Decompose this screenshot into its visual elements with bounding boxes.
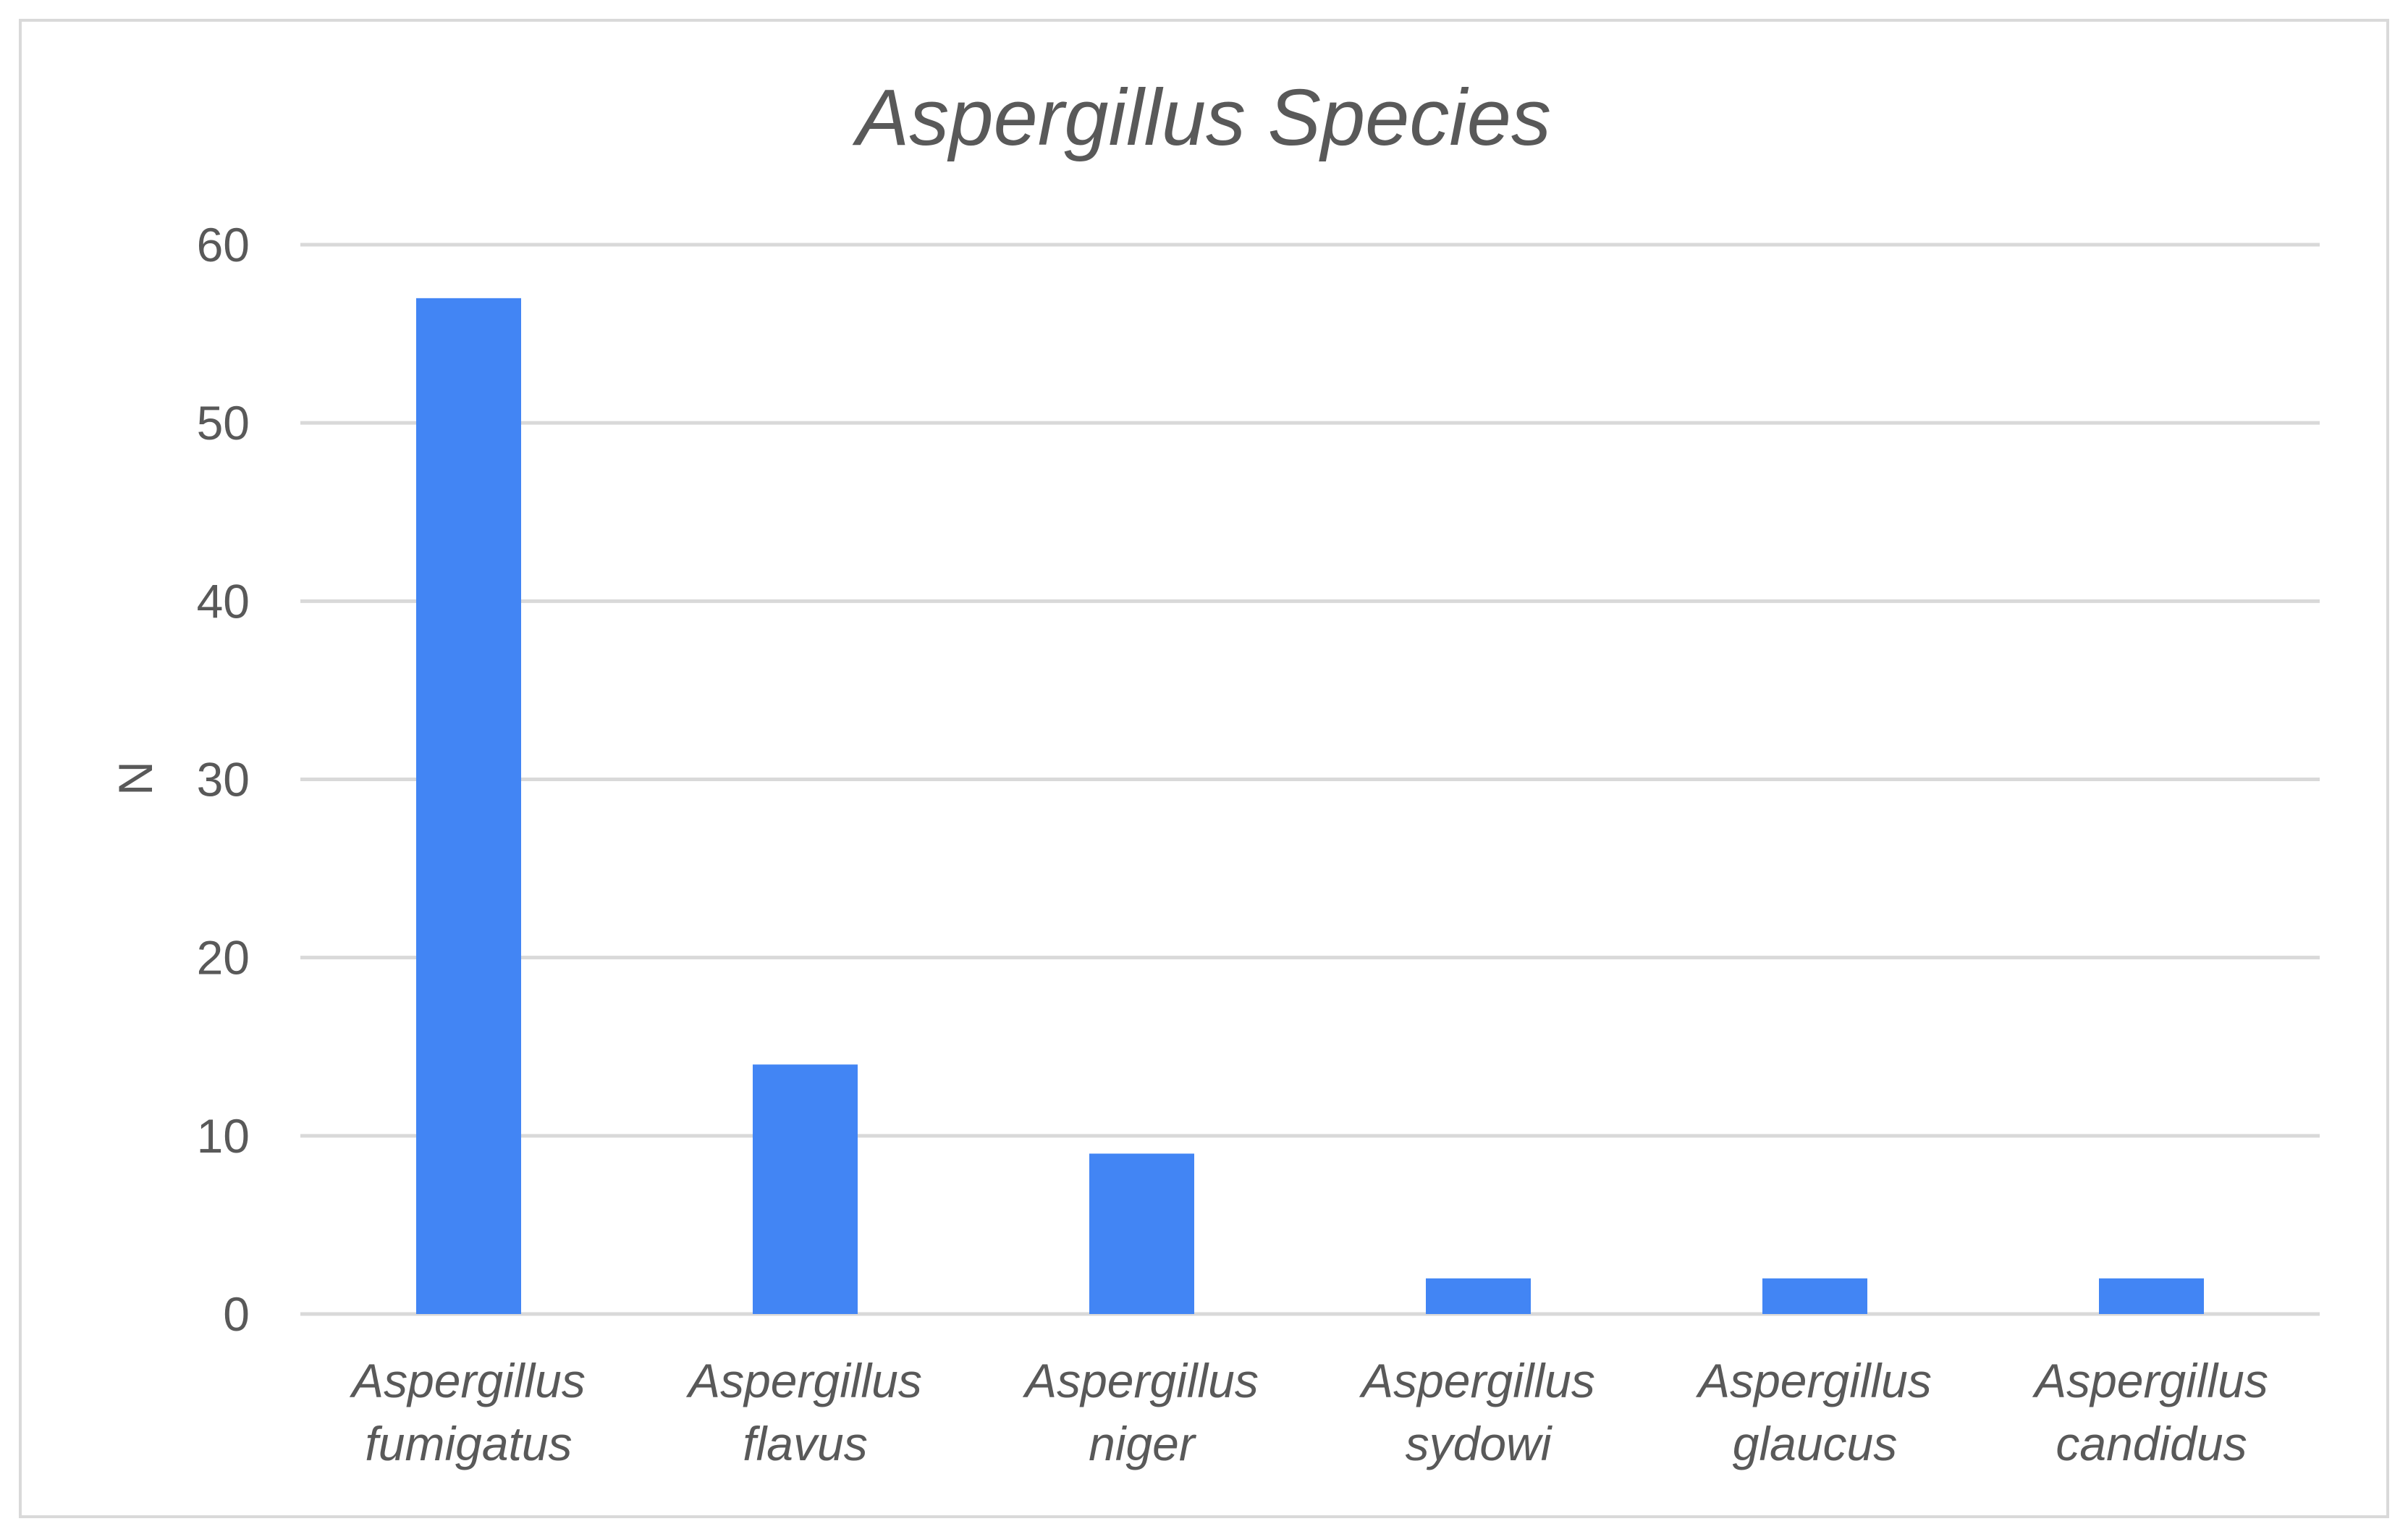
y-tick-label: 0 — [223, 1287, 250, 1341]
gridlines — [300, 243, 2320, 1316]
bar — [753, 1064, 858, 1314]
y-tick-label: 20 — [197, 931, 250, 985]
x-tick-label: Aspergillus — [2032, 1354, 2268, 1407]
bar — [1426, 1278, 1531, 1314]
x-tick-label: Aspergillus — [1022, 1354, 1259, 1407]
y-axis-ticks: 0 10 20 30 40 50 60 — [197, 218, 250, 1341]
x-tick-label: sydowi — [1406, 1417, 1553, 1470]
y-tick-label: 10 — [197, 1109, 250, 1163]
x-tick-label: Aspergillus — [685, 1354, 922, 1407]
bar — [1762, 1278, 1867, 1314]
bar — [1089, 1153, 1194, 1314]
x-tick-label: candidus — [2056, 1417, 2247, 1470]
bars — [416, 298, 2204, 1315]
x-axis-ticks: Aspergillus fumigatus Aspergillus flavus Asp… — [349, 1354, 2268, 1470]
x-tick-label: flavus — [743, 1417, 867, 1470]
x-tick-label: niger — [1089, 1417, 1197, 1470]
bar — [416, 298, 521, 1315]
x-tick-label: Aspergillus — [1359, 1354, 1595, 1407]
x-tick-label: Aspergillus — [1695, 1354, 1932, 1407]
x-tick-label: glaucus — [1733, 1417, 1898, 1470]
bar — [2099, 1278, 2204, 1314]
x-tick-label: Aspergillus — [349, 1354, 586, 1407]
chart-title: Aspergillus Species — [852, 73, 1551, 162]
x-tick-label: fumigatus — [365, 1417, 572, 1470]
y-tick-label: 50 — [197, 396, 250, 450]
y-tick-label: 40 — [197, 574, 250, 628]
y-tick-label: 60 — [197, 218, 250, 271]
chart-frame — [19, 19, 2389, 1518]
y-axis-label: N — [109, 761, 162, 796]
y-tick-label: 30 — [197, 753, 250, 807]
